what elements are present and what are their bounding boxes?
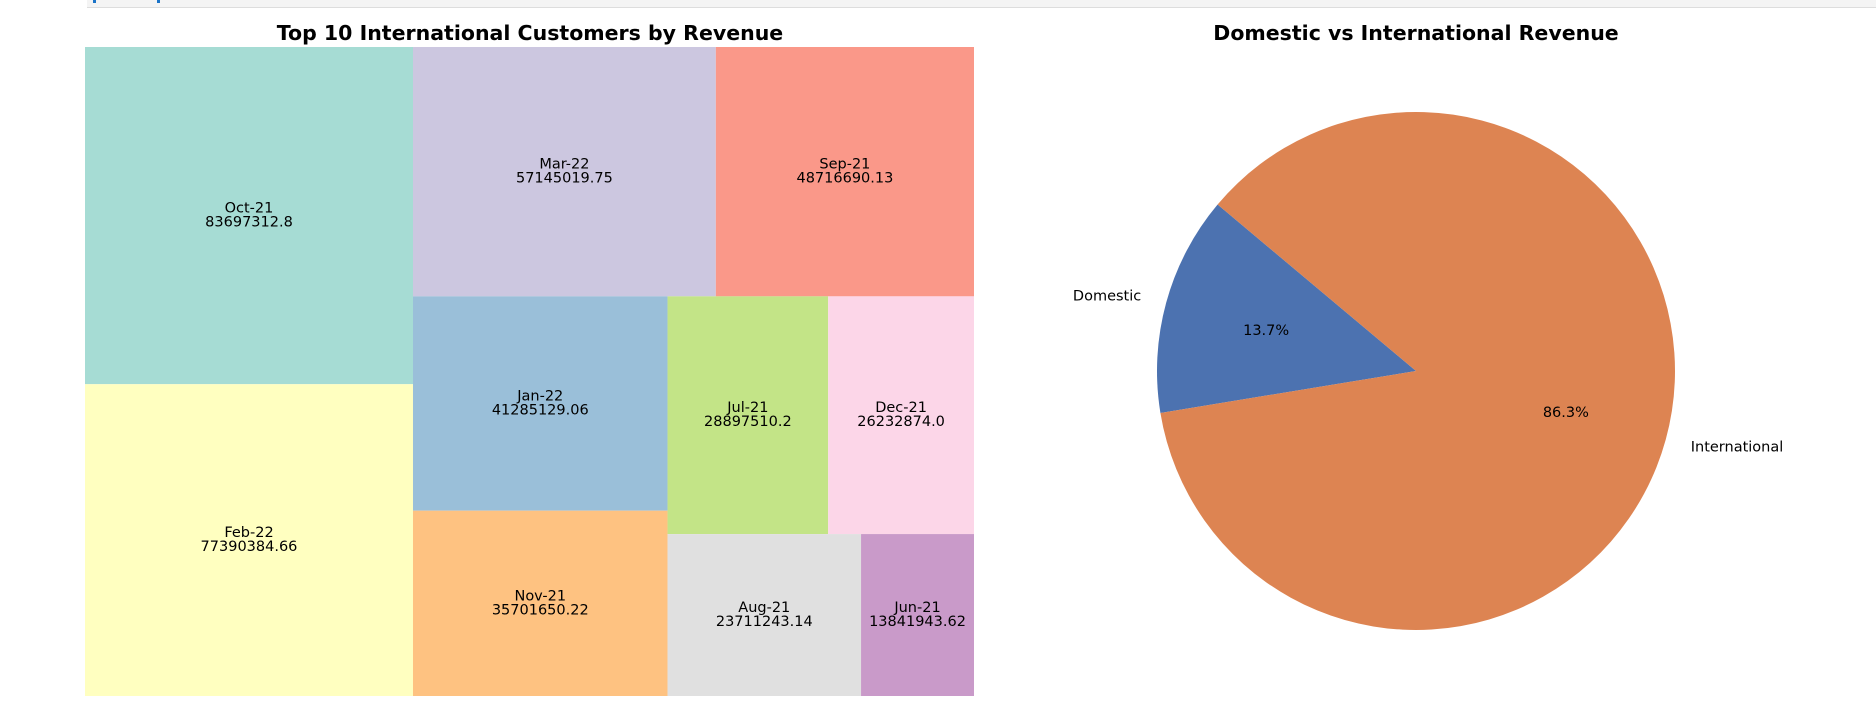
treemap-rect xyxy=(412,296,668,511)
treemap-title: Top 10 International Customers by Revenu… xyxy=(277,21,783,45)
treemap-value: 48716690.13 xyxy=(796,171,893,187)
pie-chart: Domestic vs International Revenue 13.7% D… xyxy=(1073,21,1784,631)
treemap-rect xyxy=(85,47,413,385)
treemap-label: Jul-21 xyxy=(726,400,768,416)
pie-percent-label: 13.7% xyxy=(1243,323,1289,339)
pie-slice xyxy=(1160,112,1675,631)
treemap-value: 28897510.2 xyxy=(704,414,792,430)
pie-percent-label: 86.3% xyxy=(1543,405,1589,421)
treemap-rect xyxy=(861,534,974,696)
pie-category-label: Domestic xyxy=(1073,289,1141,305)
cell-marker xyxy=(157,0,160,3)
pie-slice xyxy=(1157,204,1416,413)
treemap-label: Mar-22 xyxy=(539,157,589,173)
treemap-chart: Top 10 International Customers by Revenu… xyxy=(85,21,974,696)
treemap-label: Dec-21 xyxy=(875,400,927,416)
treemap-rect xyxy=(828,296,974,535)
treemap-label: Aug-21 xyxy=(738,600,790,616)
treemap-label: Sep-21 xyxy=(819,157,870,173)
treemap-value: 26232874.0 xyxy=(857,414,945,430)
treemap-rect xyxy=(412,47,716,297)
treemap-value: 57145019.75 xyxy=(516,171,613,187)
treemap-value: 23711243.14 xyxy=(716,614,813,630)
treemap-label: Oct-21 xyxy=(225,201,274,217)
treemap-rect xyxy=(412,510,668,696)
treemap-value: 13841943.62 xyxy=(869,614,966,630)
treemap-label: Jun-21 xyxy=(893,600,940,616)
treemap-label: Feb-22 xyxy=(224,525,273,541)
treemap-value: 77390384.66 xyxy=(201,539,298,555)
treemap-value: 35701650.22 xyxy=(492,602,589,618)
cell-marker xyxy=(93,0,96,3)
treemap-value: 83697312.8 xyxy=(205,215,293,231)
treemap-rect xyxy=(85,384,413,696)
treemap-label: Jan-22 xyxy=(516,389,563,405)
pie-category-label: International xyxy=(1691,439,1784,455)
treemap-value: 41285129.06 xyxy=(492,403,589,419)
notebook-cell-border xyxy=(87,0,1876,8)
treemap-rect xyxy=(715,47,974,297)
pie-title: Domestic vs International Revenue xyxy=(1213,21,1618,45)
treemap-rect xyxy=(667,296,829,535)
treemap-label: Nov-21 xyxy=(514,588,566,604)
treemap-rect xyxy=(667,534,862,696)
